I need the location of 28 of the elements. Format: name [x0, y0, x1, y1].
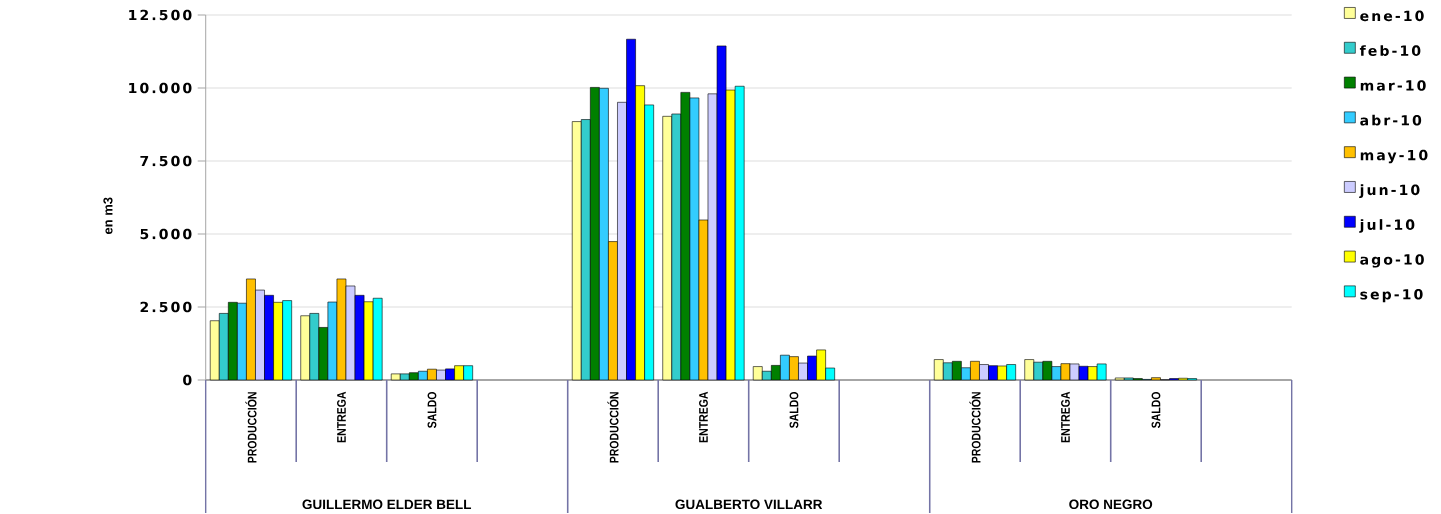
y-tick-label: 10.000 [129, 82, 192, 94]
legend-label: ago-10 [1360, 254, 1424, 268]
legend-label: may-10 [1360, 149, 1428, 164]
y-tick-label: 0 [183, 374, 192, 386]
text: ORO NEGRO [1069, 499, 1153, 510]
y-tick-label: 2.500 [140, 301, 192, 313]
legend-label: jul-10 [1359, 219, 1415, 233]
legend-label: feb-10 [1359, 45, 1421, 57]
x-tick-label: SALDO [427, 392, 437, 429]
x-tick-label: ENTREGA [699, 391, 708, 443]
y-axis-title: en m3 [103, 197, 113, 235]
legend-label: jun-10 [1359, 184, 1420, 199]
x-tick-label: SALDO [789, 392, 799, 429]
legend-label: ene-10 [1360, 10, 1424, 22]
x-tick-label: ENTREGA [337, 391, 346, 443]
text: GUILLERMO ELDER BELL [302, 499, 472, 510]
legend-label: sep-10 [1360, 289, 1423, 303]
x-tick-label: PRODUCCIÓN [969, 392, 981, 463]
x-tick-label: ENTREGA [1061, 391, 1070, 443]
x-tick-label: PRODUCCIÓN [245, 392, 257, 463]
text: GUALBERTO VILLARR [675, 499, 823, 510]
y-tick-label: 12.500 [129, 9, 192, 21]
legend-label: abr-10 [1360, 114, 1422, 126]
y-tick-label: 7.500 [140, 155, 192, 167]
x-tick-label: SALDO [1151, 392, 1161, 429]
legend-label: mar-10 [1360, 80, 1426, 91]
y-tick-label: 5.000 [140, 228, 192, 240]
x-tick-label: PRODUCCIÓN [607, 392, 619, 463]
